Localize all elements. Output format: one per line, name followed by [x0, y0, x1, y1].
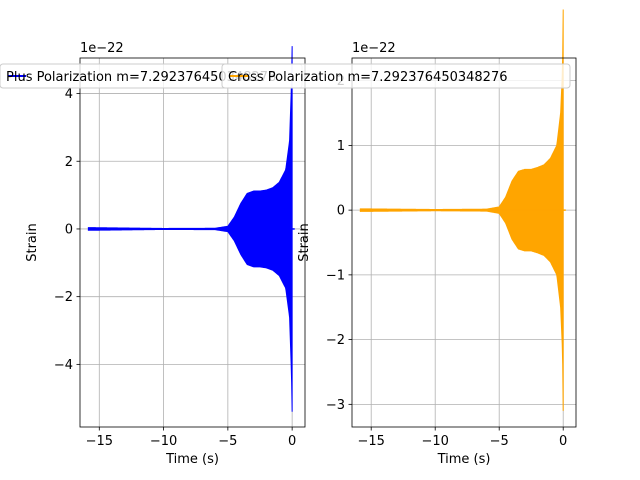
cross-y-tick-label: −1	[326, 268, 345, 283]
plus-waveform	[87, 46, 295, 412]
cross-legend-box	[221, 63, 571, 89]
plus-y-tick-label: 2	[65, 155, 73, 170]
cross-polarization-plot: −15−10−50 −3−2−1012 Time (s) Strain 1e−2…	[297, 9, 577, 467]
cross-y-tick-label: 0	[337, 204, 345, 219]
cross-x-ticks: −15 −10 −5 0	[357, 427, 567, 449]
plus-y-tick-label: 0	[65, 222, 73, 237]
plus-y-axis-label: Strain	[25, 223, 40, 262]
cross-y-tick-label: −2	[326, 333, 345, 348]
cross-x-tick-label: 0	[559, 434, 567, 449]
cross-legend: Cross Polarization m=7.292376450348276	[221, 63, 571, 89]
cross-legend-label: Cross Polarization m=7.292376450348276	[228, 70, 507, 85]
plus-x-ticks: −15 −10 −5 0	[86, 427, 296, 449]
cross-x-tick-label: −10	[421, 434, 448, 449]
cross-x-tick-label: −5	[490, 434, 509, 449]
cross-y-tick-label: 1	[337, 139, 345, 154]
plus-x-tick-label: −10	[150, 434, 177, 449]
plus-y-ticks: −4 −2 0 2 4	[54, 87, 80, 373]
plus-y-tick-label: 4	[65, 87, 73, 102]
plus-x-tick-label: −5	[218, 434, 237, 449]
cross-x-tick-label: −15	[357, 434, 384, 449]
cross-y-tick-label: −3	[326, 398, 345, 413]
plus-polarization-plot: −15 −10 −5 0 −4 −2 0 2 4 Time (s) Strain 1e−22	[25, 41, 306, 467]
plus-y-tick-label: −4	[54, 358, 73, 373]
cross-y-axis-label: Strain	[297, 223, 312, 262]
plus-y-tick-label: −2	[54, 290, 73, 305]
cross-waveform	[359, 9, 566, 411]
cross-y-offset-text: 1e−22	[352, 41, 396, 56]
plus-axes-frame	[79, 57, 306, 428]
plus-legend-label: Plus Polarization m=7.292376450348276	[6, 70, 276, 85]
cross-x-axis-label: Time (s)	[437, 452, 491, 467]
plus-x-tick-label: −15	[86, 434, 113, 449]
plus-x-axis-label: Time (s)	[165, 452, 219, 467]
plus-x-tick-label: 0	[288, 434, 296, 449]
plus-y-offset-text: 1e−22	[80, 41, 124, 56]
cross-axes-frame	[351, 57, 577, 428]
